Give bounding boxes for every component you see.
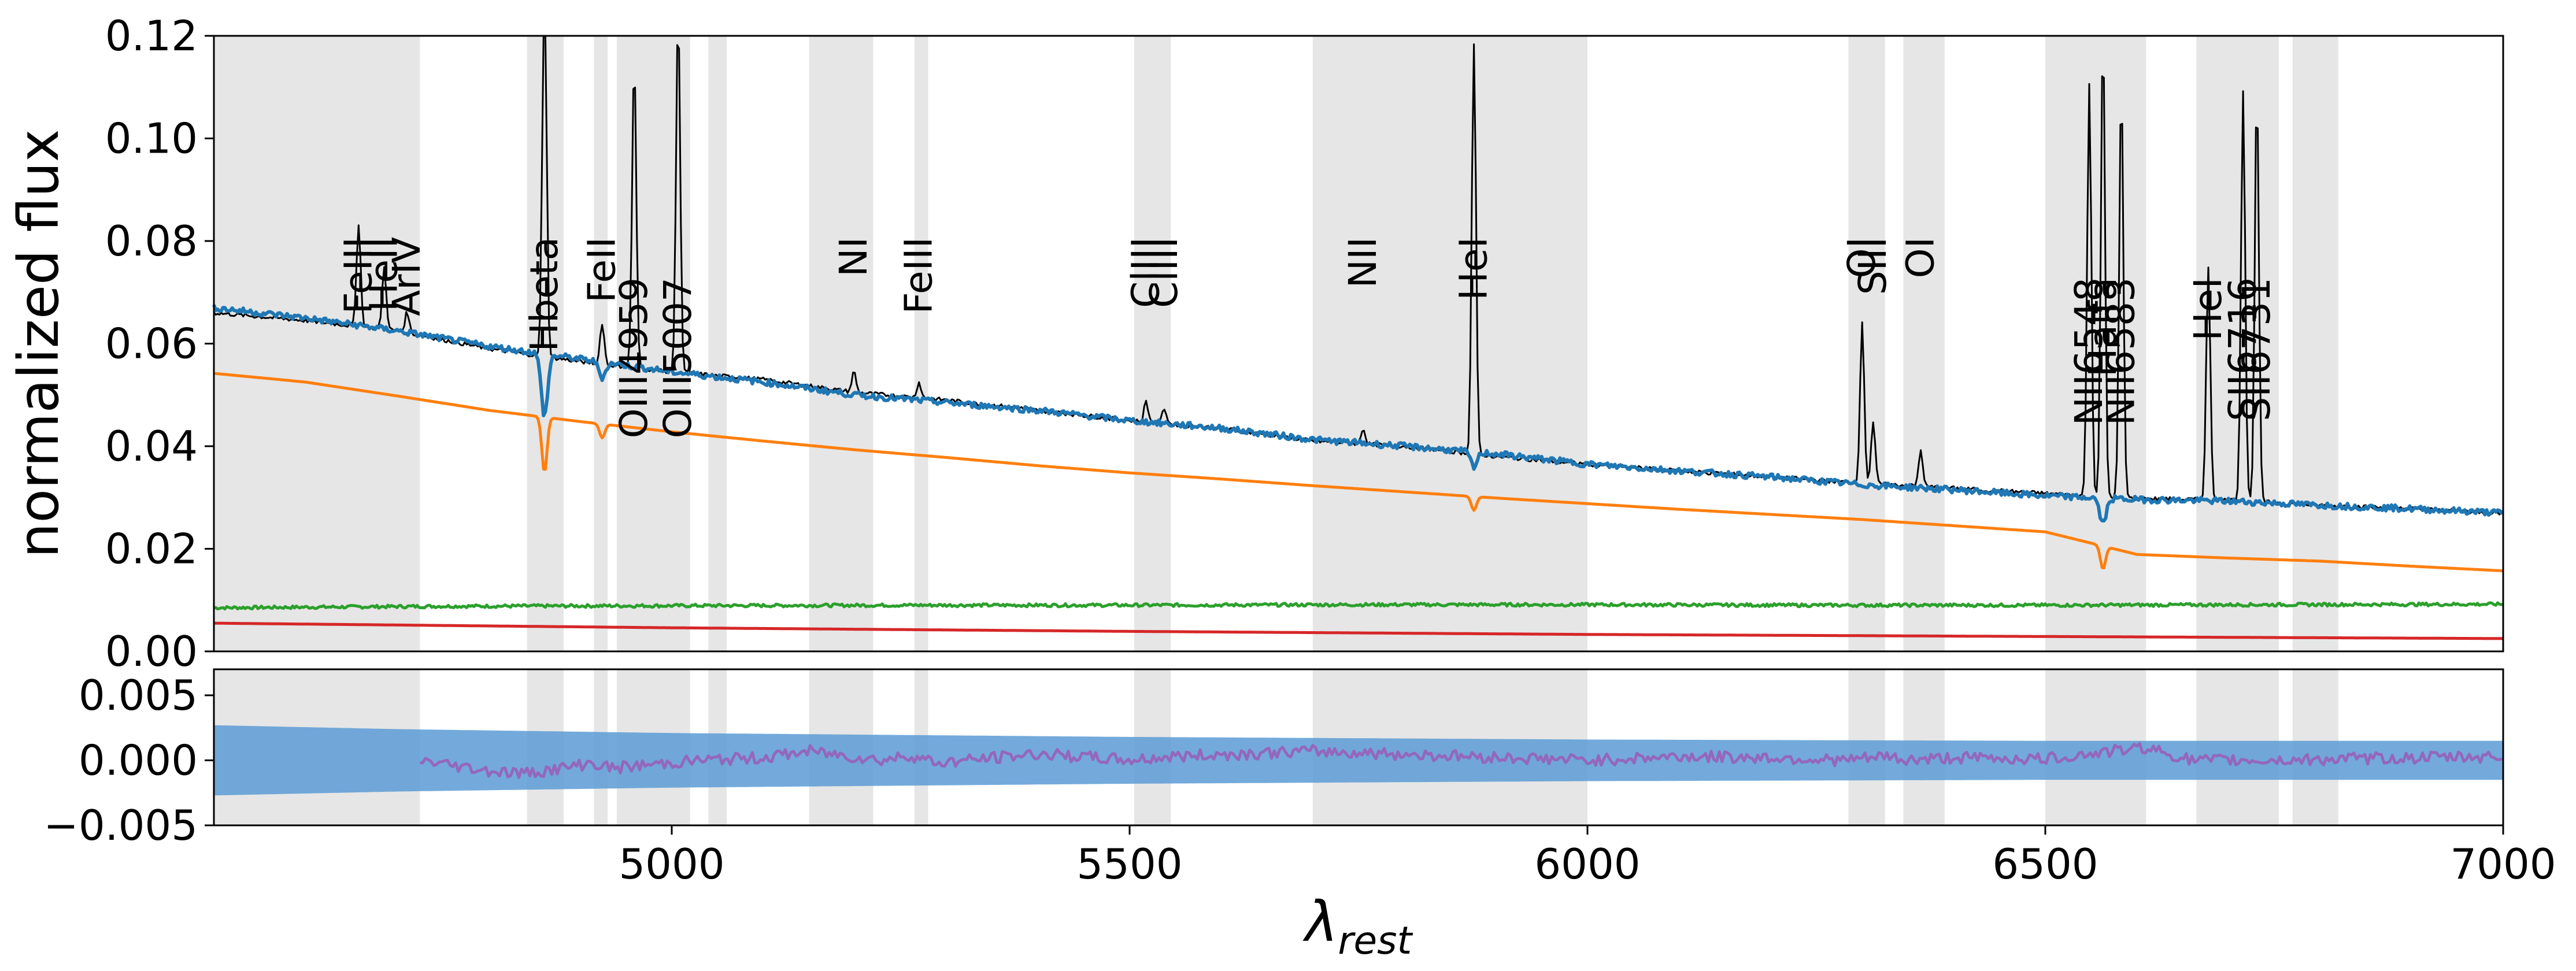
masked-region-7 (1134, 36, 1171, 651)
y-axis-label: normalized flux (6, 129, 71, 558)
emission-label-3: Hbeta (522, 237, 567, 351)
masked-region-5 (809, 36, 874, 651)
top-ytick-label-6: 0.12 (105, 12, 198, 60)
emission-label-19: HeI (2186, 277, 2230, 341)
emission-label-5: OIII4959 (612, 277, 656, 438)
masked-region-13 (2292, 36, 2338, 651)
x-ticks: 5000 5500 6000 6500 7000 (619, 825, 2556, 888)
residual-uncertainty-band (214, 725, 2503, 796)
xtick-label-0: 5000 (619, 840, 724, 888)
emission-label-2: ArIV (384, 237, 429, 316)
masked-region-10 (1903, 36, 1945, 651)
bottom-axes-frame (213, 668, 2504, 827)
top-ytick-label-5: 0.10 (105, 114, 198, 163)
emission-label-9: ClIII (1124, 237, 1168, 308)
emission-label-15: OI (1898, 237, 1943, 278)
bottom-y-ticks: −0.005 0.000 0.005 (44, 671, 214, 850)
xtick-label-3: 6500 (1992, 840, 2098, 888)
top-ytick-label-4: 0.08 (105, 217, 198, 265)
emission-label-18: NII6583 (2099, 277, 2144, 425)
series-component-2 (213, 601, 2504, 611)
masked-region-8 (1312, 36, 1587, 651)
bottom-ytick-label-0: −0.005 (44, 801, 198, 850)
series-total-model (212, 304, 2505, 522)
emission-label-14: SIII (1850, 237, 1895, 295)
bottom-ytick-label-2: 0.005 (79, 671, 198, 720)
series-component-3 (214, 621, 2503, 640)
emission-label-20: SII6716 (2220, 277, 2265, 421)
emission-label-8: FeIII (897, 237, 941, 314)
masked-region-4 (708, 36, 727, 651)
emission-label-6: OIII5007 (656, 277, 700, 438)
xtick-label-2: 6000 (1534, 840, 1640, 888)
top-ytick-label-2: 0.04 (105, 422, 198, 470)
masked-region-1 (527, 36, 564, 651)
masked-region-6 (914, 36, 928, 651)
emission-label-7: NI (831, 237, 876, 277)
top-ytick-label-3: 0.06 (105, 320, 198, 368)
emission-label-17: Halfa (2081, 277, 2125, 377)
top-y-ticks: 0.00 0.02 0.04 0.06 0.08 0.10 0.12 (105, 12, 214, 676)
emission-label-10: ClIII (1142, 237, 1186, 308)
top-ytick-label-0: 0.00 (105, 627, 198, 676)
emission-label-12: HeI (1452, 237, 1496, 301)
xtick-label-4: 7000 (2450, 840, 2556, 888)
emission-label-4: FeII (580, 237, 624, 303)
emission-label-21: SII6731 (2234, 277, 2279, 421)
emission-label-16: NII6548 (2067, 277, 2111, 425)
masked-region-11 (2045, 36, 2146, 651)
x-axis-label-sub: rest (1338, 918, 1413, 963)
emission-label-0: FeIII (336, 237, 380, 314)
x-axis-label-main: λ (1302, 890, 1338, 954)
xtick-label-1: 5500 (1076, 840, 1182, 888)
x-axis-label: λrest (1302, 890, 1413, 963)
bottom-ytick-label-1: 0.000 (79, 736, 198, 785)
top-ytick-label-1: 0.02 (105, 525, 198, 573)
masked-region-9 (1848, 36, 1885, 651)
uncertainty-band (214, 725, 2503, 796)
top-series-group (212, 35, 2505, 640)
emission-label-13: OI (1840, 237, 1884, 278)
series-component-1 (213, 372, 2504, 573)
masked-region-2 (594, 36, 608, 651)
emission-label-1: HeII (362, 237, 406, 312)
bottom-panel: −0.005 0.000 0.005 5000 5500 6000 6500 7000 λr… (44, 668, 2556, 963)
masked-region-0 (214, 36, 420, 651)
bottom-series-group (420, 742, 2503, 779)
series-residual (420, 742, 2503, 779)
emission-label-11: NII (1341, 237, 1385, 288)
